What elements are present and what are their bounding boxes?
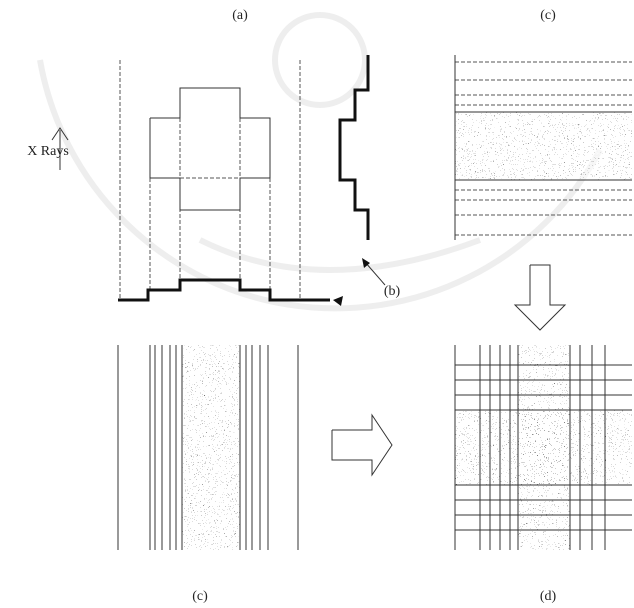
panel-d [455, 345, 632, 550]
label-c-top: (c) [540, 8, 556, 23]
profile-b [340, 55, 368, 240]
down-arrow [515, 265, 565, 330]
x-rays-label: X Rays [27, 144, 69, 159]
label-c-bottom: (c) [192, 589, 208, 604]
figure: (a) X Rays (b) (c) (c) [0, 0, 634, 608]
label-a: (a) [232, 8, 248, 23]
panel-c-bottom [118, 345, 298, 550]
label-b: (b) [384, 284, 401, 299]
label-d: (d) [540, 589, 557, 604]
right-arrow [332, 415, 392, 475]
panel-c-top [455, 55, 632, 240]
